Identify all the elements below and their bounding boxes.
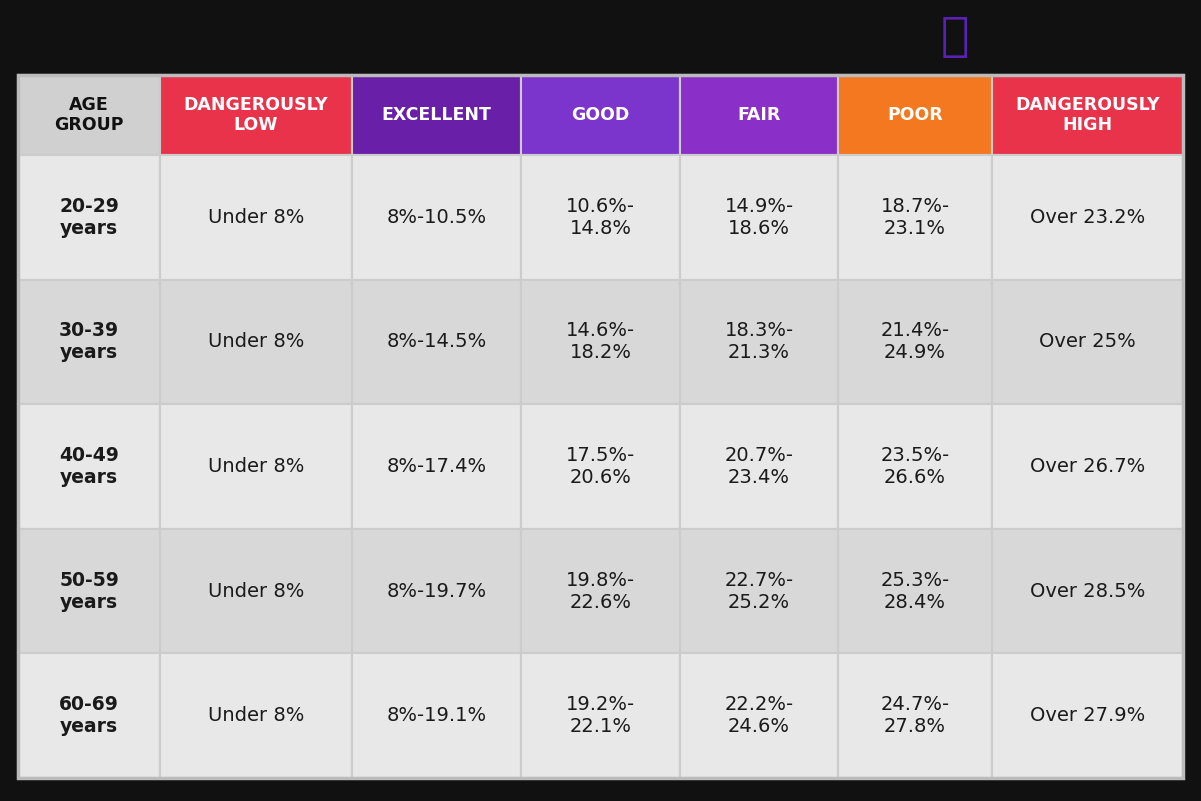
Bar (18, 654, 160, 778)
Text: Under 8%: Under 8% (208, 207, 304, 227)
Text: 20-29
years: 20-29 years (59, 197, 119, 238)
Bar (838, 529, 992, 654)
Bar (352, 75, 521, 155)
Bar (680, 529, 838, 654)
Bar (160, 529, 352, 654)
Text: 🏃: 🏃 (940, 15, 969, 61)
Bar (838, 654, 992, 778)
Text: 18.3%-
21.3%: 18.3%- 21.3% (724, 321, 794, 362)
Bar (352, 529, 521, 654)
Text: 8%-17.4%: 8%-17.4% (387, 457, 486, 476)
Bar (521, 654, 680, 778)
Bar (18, 280, 160, 405)
Bar (838, 280, 992, 405)
Bar (992, 155, 1183, 280)
Bar (352, 654, 521, 778)
Text: Under 8%: Under 8% (208, 706, 304, 725)
Text: Under 8%: Under 8% (208, 457, 304, 476)
Bar (18, 75, 1183, 778)
Bar (521, 405, 680, 529)
Text: 20.7%-
23.4%: 20.7%- 23.4% (724, 446, 794, 487)
Text: Over 25%: Over 25% (1039, 332, 1136, 352)
Text: 21.4%-
24.9%: 21.4%- 24.9% (880, 321, 950, 362)
Bar (160, 155, 352, 280)
Text: 22.7%-
25.2%: 22.7%- 25.2% (724, 570, 794, 612)
Bar (680, 405, 838, 529)
Text: Over 26.7%: Over 26.7% (1029, 457, 1145, 476)
Text: 19.2%-
22.1%: 19.2%- 22.1% (566, 695, 635, 736)
Bar (521, 75, 680, 155)
Text: POOR: POOR (888, 106, 943, 124)
Text: 50-59
years: 50-59 years (59, 570, 119, 612)
Bar (352, 405, 521, 529)
Bar (992, 654, 1183, 778)
Bar (160, 280, 352, 405)
Bar (992, 405, 1183, 529)
Text: Under 8%: Under 8% (208, 582, 304, 601)
Text: 8%-19.7%: 8%-19.7% (387, 582, 486, 601)
Text: 14.9%-
18.6%: 14.9%- 18.6% (724, 197, 794, 238)
Bar (18, 405, 160, 529)
Text: 24.7%-
27.8%: 24.7%- 27.8% (880, 695, 950, 736)
Text: 8%-10.5%: 8%-10.5% (387, 207, 486, 227)
Bar (838, 405, 992, 529)
Text: GOOD: GOOD (572, 106, 629, 124)
Text: 19.8%-
22.6%: 19.8%- 22.6% (566, 570, 635, 612)
Text: 30-39
years: 30-39 years (59, 321, 119, 362)
Text: AGE
GROUP: AGE GROUP (54, 95, 124, 135)
Bar (18, 75, 1183, 778)
Text: 22.2%-
24.6%: 22.2%- 24.6% (724, 695, 794, 736)
Text: Under 8%: Under 8% (208, 332, 304, 352)
Bar (352, 155, 521, 280)
Bar (838, 155, 992, 280)
Bar (521, 280, 680, 405)
Text: FAIR: FAIR (737, 106, 781, 124)
Bar (18, 529, 160, 654)
Text: Over 28.5%: Over 28.5% (1029, 582, 1145, 601)
Text: 25.3%-
28.4%: 25.3%- 28.4% (880, 570, 950, 612)
Bar (992, 75, 1183, 155)
Text: 18.7%-
23.1%: 18.7%- 23.1% (880, 197, 950, 238)
Text: 8%-14.5%: 8%-14.5% (387, 332, 486, 352)
Bar (160, 75, 352, 155)
Text: EXCELLENT: EXCELLENT (382, 106, 491, 124)
Bar (992, 280, 1183, 405)
Text: DANGEROUSLY
LOW: DANGEROUSLY LOW (184, 95, 328, 135)
Text: 17.5%-
20.6%: 17.5%- 20.6% (566, 446, 635, 487)
Text: 8%-19.1%: 8%-19.1% (387, 706, 486, 725)
Text: DANGEROUSLY
HIGH: DANGEROUSLY HIGH (1015, 95, 1159, 135)
Text: 60-69
years: 60-69 years (59, 695, 119, 736)
Text: Over 23.2%: Over 23.2% (1029, 207, 1145, 227)
Text: 14.6%-
18.2%: 14.6%- 18.2% (566, 321, 635, 362)
Bar (160, 405, 352, 529)
Bar (18, 155, 160, 280)
Text: 40-49
years: 40-49 years (59, 446, 119, 487)
Bar (838, 75, 992, 155)
Bar (992, 529, 1183, 654)
Bar (18, 75, 160, 155)
Bar (680, 155, 838, 280)
Bar (680, 75, 838, 155)
Bar (680, 280, 838, 405)
Bar (521, 155, 680, 280)
Bar (680, 654, 838, 778)
Bar (521, 529, 680, 654)
Text: 10.6%-
14.8%: 10.6%- 14.8% (566, 197, 635, 238)
Bar (160, 654, 352, 778)
Text: Over 27.9%: Over 27.9% (1029, 706, 1145, 725)
Bar (352, 280, 521, 405)
Text: 23.5%-
26.6%: 23.5%- 26.6% (880, 446, 950, 487)
